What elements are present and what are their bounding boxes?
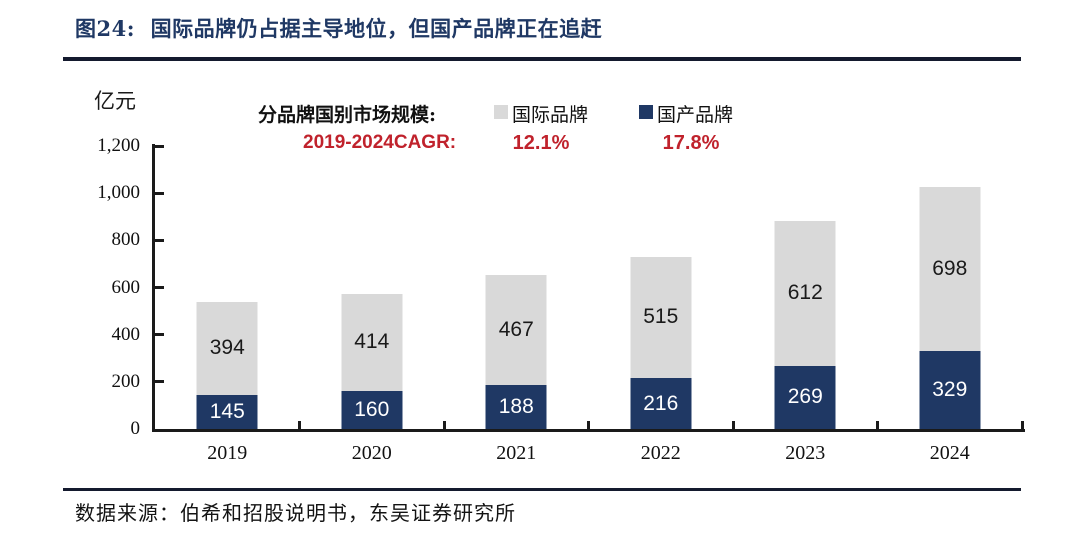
bar-segment-domestic: 145 [196, 394, 258, 429]
bar-segment-value: 145 [209, 399, 245, 423]
bar-segment-domestic: 269 [774, 365, 836, 429]
legend-title: 分品牌国别市场规模: [258, 104, 437, 126]
y-axis-tick-label: 200 [111, 370, 141, 392]
bar-segment-value: 612 [787, 281, 823, 305]
stacked-bar: 188 467 [485, 146, 547, 429]
category-slot: 329 698 2024 [878, 146, 1023, 464]
cagr-row-title: 2019-2024CAGR: [303, 132, 457, 153]
y-axis-tick-mark [155, 380, 164, 384]
category-slot: 188 467 2021 [444, 146, 589, 464]
bar-segment-value: 269 [787, 385, 823, 409]
y-axis-tick-label: 400 [111, 323, 141, 345]
legend-label-international: 国际品牌 [512, 104, 589, 126]
y-axis-tick-label: 600 [111, 276, 141, 298]
plot-area: 145 394 2019 160 414 2020 188 467 2021 216 515 2022… [155, 146, 1023, 464]
legend-swatch-domestic [639, 105, 653, 119]
stacked-bar: 216 515 [630, 146, 692, 429]
bar-segment-value: 329 [932, 378, 968, 402]
cagr-value-international: 12.1% [512, 132, 570, 154]
x-axis-tick-mark [1020, 421, 1024, 429]
figure-title: 图24: 国际品牌仍占据主导地位，但国产品牌正在追赶 [75, 16, 603, 41]
bar-segment-international: 698 [919, 186, 981, 352]
bar-segment-value: 160 [354, 398, 390, 422]
x-axis-tick-mark [876, 421, 879, 429]
bar-segment-domestic: 160 [341, 391, 403, 429]
footer-rule [63, 488, 1021, 491]
category-slot: 216 515 2022 [589, 146, 734, 464]
stacked-bar: 269 612 [774, 146, 836, 429]
y-axis-tick-mark [155, 286, 164, 289]
bar-segment-value: 188 [498, 394, 534, 418]
bar-segment-value: 394 [209, 336, 245, 360]
x-axis-category-label: 2023 [785, 442, 826, 464]
bar-segment-value: 414 [354, 330, 390, 354]
x-axis-line [152, 429, 1025, 432]
stacked-bar: 160 414 [341, 146, 403, 429]
y-axis-tick-label: 1,200 [97, 135, 140, 156]
stacked-bar: 145 394 [196, 146, 258, 429]
y-axis-tick-mark [155, 333, 164, 337]
x-axis-category-label: 2019 [207, 442, 248, 464]
bar-segment-international: 467 [485, 274, 547, 385]
bar-segment-international: 515 [630, 256, 692, 379]
bar-segment-domestic: 216 [630, 378, 692, 429]
bar-segment-international: 394 [196, 301, 258, 395]
y-axis-tick-mark [155, 238, 164, 242]
bar-segment-value: 698 [932, 257, 968, 281]
y-axis-tick-label: 800 [111, 229, 141, 251]
cagr-value-domestic: 17.8% [662, 132, 720, 154]
category-slot: 145 394 2019 [155, 146, 300, 464]
y-axis-line [152, 144, 155, 432]
title-underline-rule [63, 57, 1021, 61]
x-axis-category-label: 2021 [496, 442, 537, 464]
y-axis-tick-label: 1,000 [97, 182, 140, 204]
bar-segment-value: 467 [498, 317, 534, 341]
y-axis-tick-mark [155, 191, 164, 195]
legend-swatch-international [494, 105, 508, 119]
category-slot: 160 414 2020 [300, 146, 445, 464]
x-axis-category-label: 2020 [351, 442, 392, 464]
y-axis-tick-mark [155, 144, 164, 148]
category-slot: 269 612 2023 [733, 146, 878, 464]
bar-segment-value: 216 [643, 391, 679, 415]
bar-segment-international: 414 [341, 293, 403, 392]
x-axis-tick-mark [587, 421, 590, 429]
x-axis-category-label: 2022 [640, 442, 681, 464]
x-axis-category-label: 2024 [929, 442, 970, 464]
x-axis-tick-mark [731, 421, 735, 429]
legend-label-domestic: 国产品牌 [657, 104, 734, 126]
x-axis-tick-mark [298, 421, 301, 429]
bar-segment-international: 612 [774, 221, 836, 366]
data-source-text: 数据来源：伯希和招股说明书，东吴证券研究所 [75, 501, 516, 525]
bar-segment-domestic: 329 [919, 351, 981, 429]
x-axis-tick-mark [442, 421, 446, 429]
bar-segment-domestic: 188 [485, 384, 547, 429]
y-axis-tick-label: 0 [130, 418, 141, 439]
stacked-bar: 329 698 [919, 146, 981, 429]
bar-segment-value: 515 [643, 305, 679, 329]
y-axis-unit-label: 亿元 [94, 90, 136, 113]
